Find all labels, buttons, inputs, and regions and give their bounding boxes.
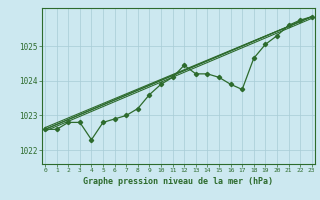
X-axis label: Graphe pression niveau de la mer (hPa): Graphe pression niveau de la mer (hPa) <box>84 177 273 186</box>
